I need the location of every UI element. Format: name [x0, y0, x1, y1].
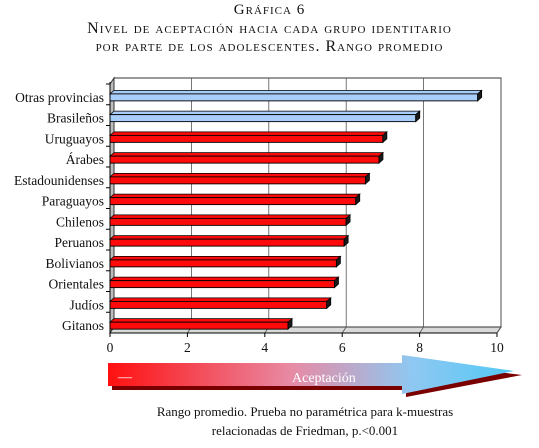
x-tick-label: 2 — [184, 340, 191, 355]
bar-end-face — [335, 255, 341, 268]
bar-top-face — [108, 193, 361, 199]
bar-end-face — [343, 234, 349, 248]
bar-top-face — [108, 297, 332, 302]
bar — [108, 89, 483, 102]
category-label: Bolivianos — [45, 256, 104, 271]
category-label: Orientales — [49, 277, 104, 292]
bar-end-face — [287, 317, 293, 331]
bar-front-face — [109, 280, 335, 289]
chart-number: Gráfica 6 — [233, 2, 306, 18]
x-tick-labels: 0 2 4 6 8 10 — [107, 340, 504, 355]
bar-end-face — [382, 130, 388, 144]
gridline-floor — [341, 326, 347, 334]
category-label: Judíos — [69, 297, 104, 312]
footnote-line-1: Rango promedio. Prueba no paramétrica pa… — [156, 404, 454, 419]
category-labels: Otras provincias Brasileños Uruguayos Árabe… — [14, 90, 104, 333]
bar-front-face — [109, 259, 337, 268]
bar-end-face — [345, 213, 351, 227]
category-label: Paraguayos — [42, 194, 104, 209]
bar-top-face — [108, 318, 294, 323]
bar-front-face — [109, 238, 345, 247]
category-label: Otras provincias — [15, 90, 104, 105]
bar-end-face — [326, 296, 332, 310]
footnote-line-2: relacionadas de Friedman, p.<0.001 — [211, 423, 399, 438]
x-tick-label: 8 — [416, 340, 423, 355]
gridline-floor — [496, 326, 502, 334]
bar-end-face — [378, 151, 384, 165]
bar — [108, 130, 388, 144]
bar-end-face — [477, 89, 483, 102]
bars — [108, 89, 483, 331]
bar-top-face — [108, 214, 352, 219]
x-tick-label: 6 — [339, 340, 346, 355]
bar — [108, 193, 361, 206]
bar-front-face — [109, 93, 479, 102]
bar-end-face — [415, 110, 421, 123]
bar-front-face — [109, 197, 357, 206]
x-tick-label: 0 — [107, 340, 114, 355]
bar-front-face — [109, 321, 289, 330]
bar — [108, 172, 371, 185]
bar-front-face — [109, 134, 384, 143]
bar-end-face — [334, 276, 339, 289]
bar — [108, 317, 294, 331]
bar — [108, 276, 340, 289]
category-label: Brasileños — [47, 111, 104, 126]
category-label: Chilenos — [56, 214, 104, 229]
x-tick-label: 10 — [490, 340, 504, 355]
category-label: Uruguayos — [45, 131, 104, 146]
arrow-label: Aceptación — [292, 371, 356, 386]
bar — [108, 151, 385, 165]
x-tick-label: 4 — [261, 340, 268, 355]
bar — [108, 213, 352, 227]
bar-front-face — [109, 300, 328, 309]
arrow-minus-label: — — [117, 370, 133, 385]
bar — [108, 234, 350, 248]
bar — [108, 110, 421, 123]
category-label: Árabes — [66, 152, 104, 167]
bar-top-face — [108, 276, 340, 282]
bar-front-face — [109, 114, 417, 123]
gridline-floor — [419, 326, 424, 334]
bar-top-face — [108, 172, 371, 178]
bar — [108, 255, 342, 268]
axes — [106, 82, 498, 337]
bar-front-face — [109, 155, 380, 164]
bar-front-face — [109, 217, 347, 226]
bar-top-face — [108, 89, 483, 95]
bar-end-face — [355, 193, 361, 206]
category-label: Gitanos — [62, 318, 104, 333]
bar-end-face — [365, 172, 370, 185]
bar-top-face — [108, 235, 350, 240]
bar-top-face — [108, 255, 342, 261]
chart-title-line-2: por parte de los adolescentes. Rango pro… — [95, 38, 444, 55]
bar-top-face — [108, 110, 421, 116]
bar-front-face — [109, 176, 366, 185]
bar — [108, 296, 332, 310]
category-label: Estadounidenses — [14, 173, 104, 188]
chart-title-line-1: Nivel de aceptación hacia cada grupo ide… — [87, 20, 452, 37]
category-label: Peruanos — [55, 235, 105, 250]
bar-top-face — [108, 152, 385, 157]
acceptance-arrow: — Aceptación — [108, 355, 522, 397]
bar-top-face — [108, 131, 388, 136]
arrow-body — [108, 355, 514, 394]
